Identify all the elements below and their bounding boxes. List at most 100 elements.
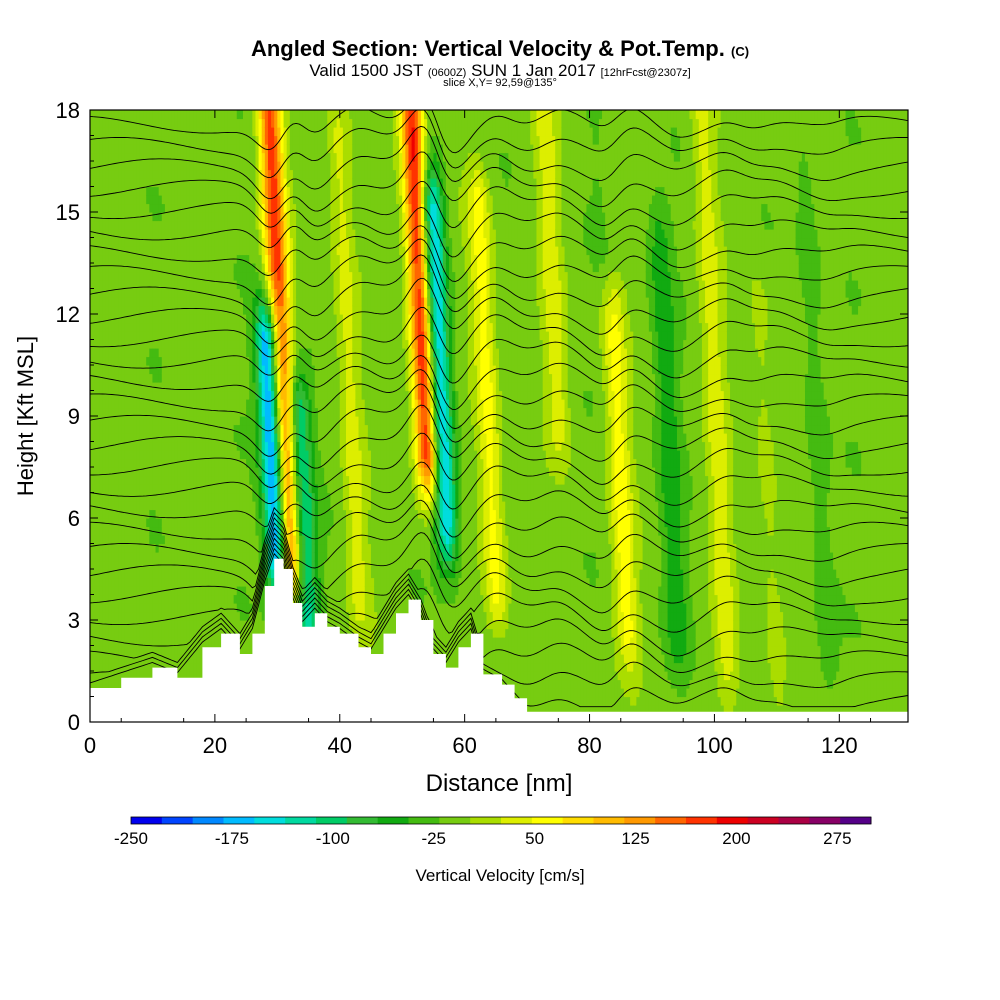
velocity-cell	[127, 390, 132, 400]
velocity-cell	[96, 501, 100, 511]
velocity-cell	[124, 356, 129, 366]
velocity-cell	[90, 501, 94, 511]
velocity-cell	[99, 424, 104, 434]
velocity-cell	[99, 254, 104, 264]
velocity-cell	[130, 331, 135, 341]
velocity-cell	[130, 220, 135, 230]
velocity-cell	[118, 280, 122, 290]
velocity-cell	[96, 662, 100, 672]
velocity-cell	[121, 178, 125, 188]
velocity-cell	[102, 178, 107, 188]
velocity-cell	[121, 526, 125, 536]
velocity-cell	[111, 305, 116, 315]
velocity-cell	[124, 628, 129, 638]
velocity-cell	[136, 152, 141, 162]
velocity-cell	[130, 501, 135, 511]
velocity-cell	[105, 356, 110, 366]
velocity-cell	[93, 246, 97, 256]
velocity-cell	[121, 254, 125, 264]
velocity-cell	[136, 135, 141, 145]
velocity-cell	[93, 339, 97, 349]
velocity-cell	[136, 373, 141, 383]
velocity-cell	[108, 110, 113, 120]
velocity-cell	[90, 577, 94, 587]
velocity-cell	[102, 577, 107, 587]
velocity-cell	[96, 441, 100, 451]
velocity-cell	[133, 577, 138, 587]
velocity-cell	[118, 671, 122, 681]
velocity-cell	[90, 135, 94, 145]
velocity-cell	[105, 501, 110, 511]
velocity-cell	[127, 271, 132, 281]
velocity-cell	[127, 535, 132, 545]
velocity-cell	[102, 322, 107, 332]
velocity-cell	[121, 611, 125, 621]
velocity-cell	[111, 212, 116, 222]
velocity-cell	[111, 611, 116, 621]
velocity-cell	[96, 212, 100, 222]
velocity-cell	[136, 169, 141, 179]
velocity-cell	[114, 186, 119, 196]
velocity-cell	[130, 475, 135, 485]
velocity-cell	[136, 382, 141, 392]
velocity-cell	[121, 603, 125, 613]
velocity-cell	[93, 484, 97, 494]
velocity-cell	[105, 331, 110, 341]
velocity-cell	[108, 373, 113, 383]
velocity-cell	[127, 246, 132, 256]
velocity-cell	[127, 263, 132, 273]
velocity-cell	[124, 331, 129, 341]
velocity-cell	[139, 535, 144, 545]
velocity-cell	[127, 501, 132, 511]
velocity-cell	[90, 348, 94, 358]
velocity-cell	[133, 246, 138, 256]
velocity-cell	[133, 416, 138, 426]
velocity-cell	[105, 212, 110, 222]
velocity-cell	[118, 484, 122, 494]
velocity-cell	[93, 654, 97, 664]
velocity-cell	[124, 603, 129, 613]
velocity-cell	[105, 169, 110, 179]
velocity-cell	[127, 178, 132, 188]
velocity-cell	[111, 263, 116, 273]
velocity-cell	[99, 127, 104, 137]
velocity-cell	[114, 407, 119, 417]
velocity-cell	[133, 135, 138, 145]
velocity-cell	[108, 577, 113, 587]
velocity-cell	[105, 382, 110, 392]
velocity-cell	[133, 671, 138, 681]
velocity-cell	[114, 560, 119, 570]
velocity-cell	[105, 365, 110, 375]
velocity-cell	[93, 110, 97, 120]
velocity-cell	[121, 586, 125, 596]
velocity-cell	[108, 237, 113, 247]
velocity-cell	[121, 271, 125, 281]
velocity-cell	[124, 271, 129, 281]
velocity-cell	[99, 195, 104, 205]
velocity-cell	[105, 203, 110, 213]
velocity-cell	[102, 118, 107, 128]
velocity-cell	[127, 169, 132, 179]
velocity-cell	[130, 628, 135, 638]
title-text: Angled Section: Vertical Velocity & Pot.…	[250, 36, 725, 61]
velocity-cell	[136, 603, 141, 613]
velocity-cell	[105, 110, 110, 120]
velocity-cell	[118, 288, 122, 298]
velocity-cell	[121, 637, 125, 647]
velocity-cell	[121, 577, 125, 587]
velocity-cell	[99, 543, 104, 553]
velocity-cell	[93, 424, 97, 434]
velocity-cell	[118, 314, 122, 324]
velocity-cell	[114, 322, 119, 332]
velocity-cell	[96, 416, 100, 426]
velocity-cell	[139, 603, 144, 613]
velocity-cell	[99, 441, 104, 451]
velocity-cell	[105, 195, 110, 205]
velocity-cell	[118, 441, 122, 451]
velocity-cell	[127, 441, 132, 451]
velocity-cell	[124, 492, 129, 502]
velocity-cell	[124, 450, 129, 460]
velocity-cell	[108, 339, 113, 349]
velocity-cell	[127, 526, 132, 536]
velocity-cell	[127, 433, 132, 443]
